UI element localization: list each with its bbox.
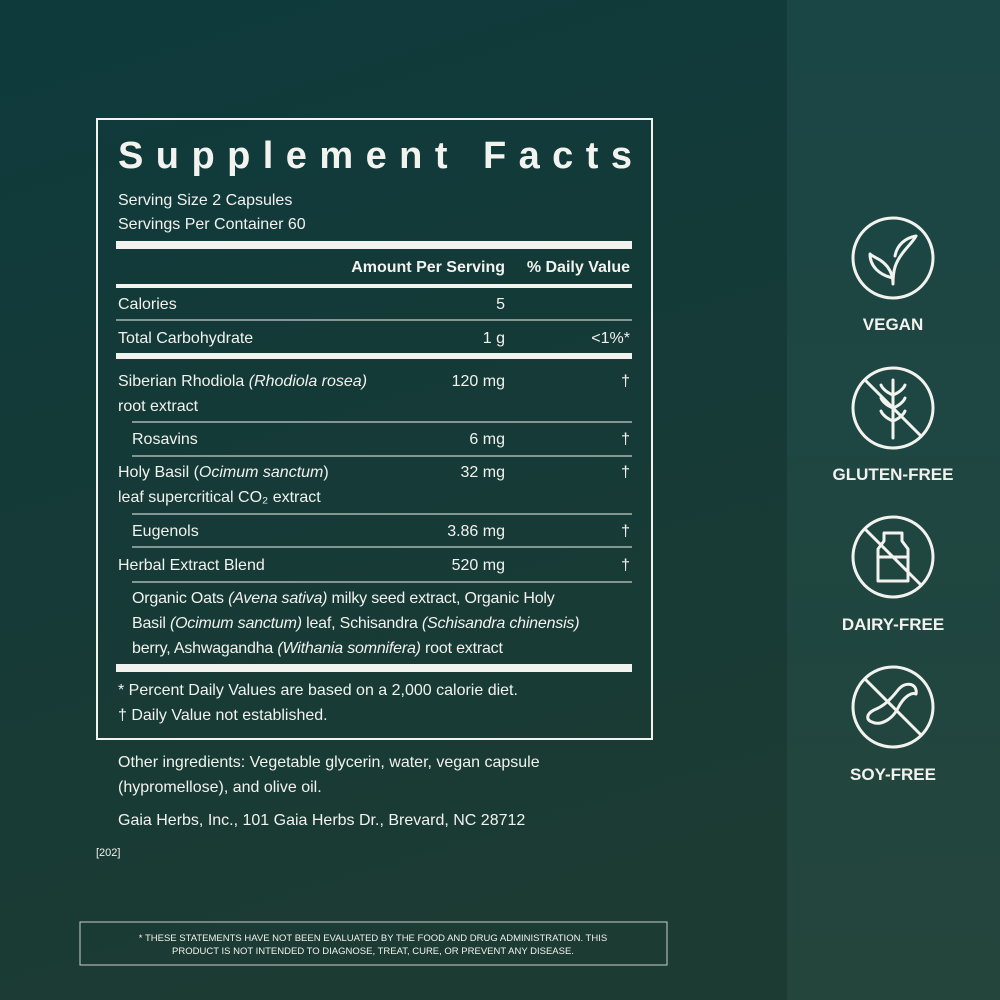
medium-rule <box>116 284 632 288</box>
text-segment: Organic Oats <box>132 590 228 607</box>
nutrient-name: Eugenols <box>132 523 199 540</box>
amount: 3.86 mg <box>447 523 505 540</box>
nutrient-name: Rosavins <box>132 431 198 448</box>
text-segment: leaf, Schisandra <box>302 615 422 632</box>
text-segment: Calories <box>118 296 177 313</box>
nutrient-name: root extract <box>118 398 199 415</box>
blend-line: berry, Ashwagandha (Withania somnifera) … <box>132 640 503 657</box>
badge-icon <box>851 665 935 749</box>
blend-line: Organic Oats (Avena sativa) milky seed e… <box>132 590 555 607</box>
daily-value: † <box>621 431 630 448</box>
amount: 120 mg <box>452 373 505 390</box>
badge-icon <box>851 366 935 450</box>
daily-value: † <box>621 523 630 540</box>
amount: 5 <box>496 296 505 313</box>
text-segment: Basil <box>132 615 170 632</box>
amount: 6 mg <box>469 431 505 448</box>
text-segment: ) <box>323 464 328 481</box>
blend-line: Basil (Ocimum sanctum) leaf, Schisandra … <box>132 615 579 632</box>
nutrient-name: Herbal Extract Blend <box>118 557 265 574</box>
daily-value: † <box>621 557 630 574</box>
footnote: * Percent Daily Values are based on a 2,… <box>118 682 518 699</box>
nutrient-name: Calories <box>118 296 177 313</box>
text-segment: Eugenols <box>132 523 199 540</box>
italic-text: (Rhodiola rosea) <box>249 373 367 390</box>
badge-icon <box>851 216 935 300</box>
badge-label: DAIRY-FREE <box>842 615 944 634</box>
daily-value: <1%* <box>591 330 630 347</box>
facts-title: Supplement Facts <box>118 135 632 177</box>
thick-rule <box>116 664 632 672</box>
badge-label: SOY-FREE <box>850 765 936 784</box>
thick-rule <box>116 241 632 249</box>
badge-icon <box>851 515 935 599</box>
amount: 1 g <box>483 330 505 347</box>
text-segment: Holy Basil ( <box>118 464 200 481</box>
italic-text: Ocimum sanctum <box>199 464 323 481</box>
amount: 32 mg <box>461 464 505 481</box>
side-panel <box>787 0 1000 1000</box>
text-segment: root extract <box>421 640 504 657</box>
nutrient-name: Holy Basil (Ocimum sanctum) <box>118 464 329 481</box>
text-segment: Herbal Extract Blend <box>118 557 265 574</box>
italic-text: (Withania somnifera) <box>277 640 420 657</box>
serving-size: Serving Size 2 Capsules <box>118 192 292 209</box>
text-segment: Rosavins <box>132 431 198 448</box>
nutrient-name: Total Carbohydrate <box>118 330 253 347</box>
nutrient-name: Siberian Rhodiola (Rhodiola rosea) <box>118 373 367 390</box>
text-segment: Siberian Rhodiola <box>118 373 249 390</box>
servings-per-container: Servings Per Container 60 <box>118 216 306 233</box>
disclaimer-box <box>79 921 668 966</box>
badge-label: GLUTEN-FREE <box>833 465 954 484</box>
daily-value: † <box>621 373 630 390</box>
facts-box <box>96 118 653 740</box>
disclaimer: * THESE STATEMENTS HAVE NOT BEEN EVALUAT… <box>139 933 607 944</box>
disclaimer: PRODUCT IS NOT INTENDED TO DIAGNOSE, TRE… <box>172 946 574 957</box>
text-segment: Total Carbohydrate <box>118 330 253 347</box>
daily-value: † <box>621 464 630 481</box>
text-segment: berry, Ashwagandha <box>132 640 277 657</box>
header-amount: Amount Per Serving <box>351 259 505 276</box>
italic-text: (Schisandra chinensis) <box>422 615 579 632</box>
header-daily-value: % Daily Value <box>527 259 630 276</box>
other-ingredients: Other ingredients: Vegetable glycerin, w… <box>118 754 540 771</box>
other-ingredients: (hypromellose), and olive oil. <box>118 779 322 796</box>
facts-rows: Calories 5 Total Carbohydrate 1 g <1%* Siberi… <box>116 296 632 657</box>
badge-label: VEGAN <box>863 315 923 334</box>
text-segment: milky seed extract, Organic Holy <box>327 590 554 607</box>
italic-text: (Avena sativa) <box>228 590 327 607</box>
footnote: † Daily Value not established. <box>118 707 328 724</box>
amount: 520 mg <box>452 557 505 574</box>
nutrient-name: leaf supercritical CO₂ extract <box>118 489 321 506</box>
thick-rule <box>116 353 632 359</box>
address: Gaia Herbs, Inc., 101 Gaia Herbs Dr., Br… <box>118 812 525 829</box>
italic-text: (Ocimum sanctum) <box>170 615 302 632</box>
code: [202] <box>96 847 120 859</box>
